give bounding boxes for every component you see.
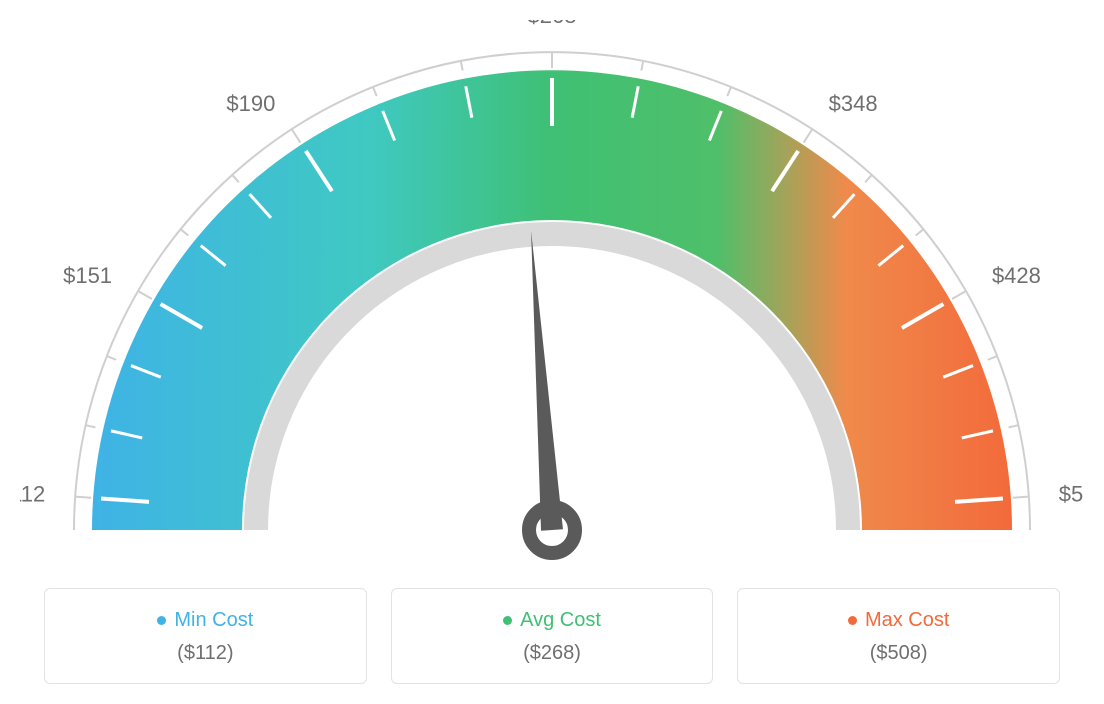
legend-dot-max	[848, 616, 857, 625]
legend-dot-avg	[503, 616, 512, 625]
legend-title-text-max: Max Cost	[865, 609, 949, 632]
tick	[292, 129, 301, 142]
legend-title-text-min: Min Cost	[174, 609, 253, 632]
tick	[804, 129, 813, 142]
tick	[1013, 497, 1029, 498]
tick	[232, 175, 239, 182]
tick	[373, 87, 377, 96]
legend-title-text-avg: Avg Cost	[520, 609, 601, 632]
tick	[461, 61, 463, 71]
tick	[988, 356, 997, 360]
tick	[138, 291, 152, 299]
legend-title-max: Max Cost	[848, 609, 949, 632]
needle	[531, 231, 563, 531]
tick	[865, 175, 872, 182]
tick	[916, 229, 924, 235]
tick-label: $428	[992, 263, 1041, 288]
tick-label: $348	[829, 91, 878, 116]
tick	[181, 229, 189, 235]
tick	[727, 87, 731, 96]
legend-card-max: Max Cost ($508)	[737, 588, 1060, 684]
tick	[86, 425, 96, 427]
tick	[641, 61, 643, 71]
tick	[75, 497, 91, 498]
gauge-svg: $112 $151 $190 $268 $348 $428 $508	[20, 20, 1084, 560]
legend-value-avg: ($268)	[402, 642, 703, 665]
tick	[1009, 425, 1019, 427]
legend-card-min: Min Cost ($112)	[44, 588, 367, 684]
legend-dot-min	[157, 616, 166, 625]
tick-label: $151	[63, 263, 112, 288]
legend-card-avg: Avg Cost ($268)	[391, 588, 714, 684]
tick-label: $190	[226, 91, 275, 116]
legend-value-min: ($112)	[55, 642, 356, 665]
tick	[952, 291, 966, 299]
cost-gauge-chart: $112 $151 $190 $268 $348 $428 $508 Min Cost ($…	[20, 20, 1084, 684]
legend-title-min: Min Cost	[157, 609, 253, 632]
tick-label: $112	[20, 482, 45, 507]
legend-row: Min Cost ($112) Avg Cost ($268) Max Cost…	[20, 588, 1084, 684]
tick	[107, 356, 116, 360]
tick-label: $268	[528, 20, 577, 28]
tick-label: $508	[1059, 482, 1084, 507]
legend-value-max: ($508)	[748, 642, 1049, 665]
legend-title-avg: Avg Cost	[503, 609, 601, 632]
